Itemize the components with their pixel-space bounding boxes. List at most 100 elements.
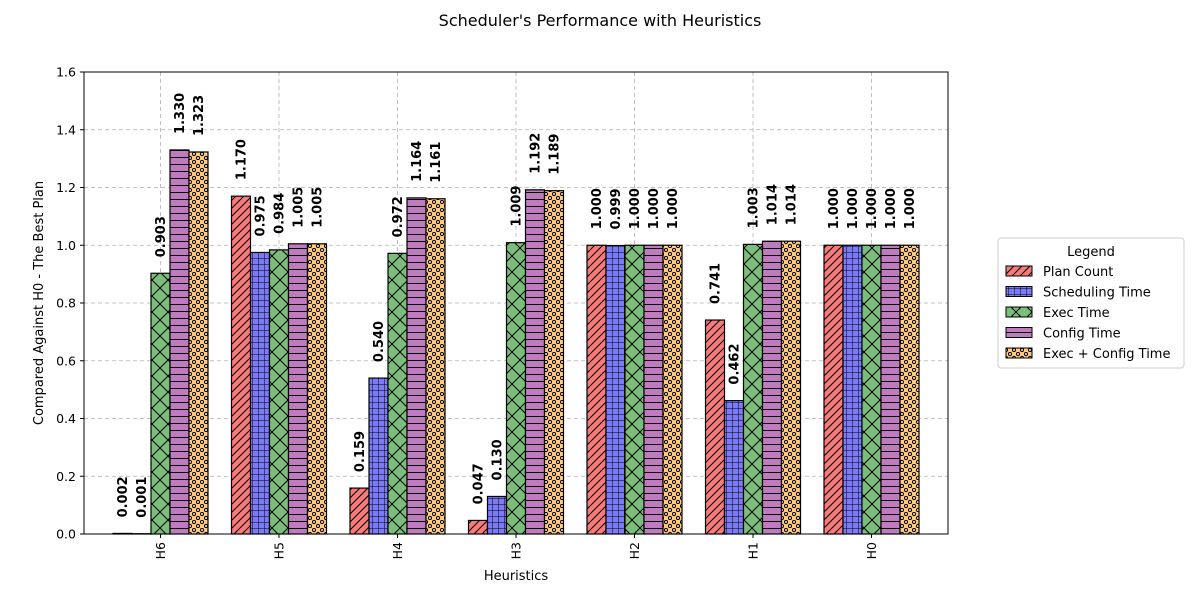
legend-swatch <box>1005 347 1033 359</box>
data-label: 0.047 <box>472 463 487 504</box>
legend-swatch <box>1005 286 1033 297</box>
data-label: 1.189 <box>548 134 563 175</box>
bar <box>406 197 427 535</box>
data-label: 0.540 <box>372 321 387 362</box>
bar <box>524 189 546 535</box>
bar <box>880 244 901 535</box>
data-label: 1.000 <box>827 188 842 229</box>
data-label: 1.000 <box>846 188 861 229</box>
data-label: 1.005 <box>311 187 326 228</box>
legend-title: Legend <box>1067 245 1115 260</box>
x-tick-label: H6 <box>153 542 168 559</box>
data-label: 1.164 <box>410 141 425 182</box>
y-tick-label: 0.4 <box>56 411 76 426</box>
data-label: 0.159 <box>353 431 368 472</box>
bar <box>861 244 882 535</box>
bar <box>543 190 565 535</box>
bar <box>169 149 190 535</box>
x-tick-label: H0 <box>864 542 879 559</box>
legend-box <box>997 237 1185 369</box>
x-tick-label: H3 <box>509 542 524 559</box>
bar <box>230 195 252 535</box>
x-tick-label: H1 <box>746 542 761 559</box>
legend-label: Exec + Config Time <box>1043 347 1170 362</box>
y-axis-label: Compared Against H0 - The Best Plan <box>32 181 47 425</box>
legend-label: Scheduling Time <box>1043 286 1151 301</box>
bar <box>643 244 664 535</box>
data-label: 0.999 <box>609 188 624 229</box>
y-tick-label: 1.0 <box>56 238 76 253</box>
legend-label: Plan Count <box>1043 265 1113 280</box>
bar <box>268 249 290 535</box>
bar <box>368 377 389 535</box>
data-label: 0.001 <box>135 477 150 518</box>
data-label: 1.192 <box>529 133 544 174</box>
y-tick-label: 1.4 <box>56 122 76 137</box>
data-label: 0.462 <box>728 343 743 384</box>
bar <box>586 244 607 535</box>
bar <box>287 243 309 535</box>
legend-swatch <box>1005 306 1033 318</box>
bar <box>188 151 209 535</box>
data-label: 0.903 <box>154 216 169 257</box>
data-label: 0.741 <box>709 263 724 304</box>
data-label: 1.009 <box>510 186 525 227</box>
data-labels: 0.002 1.170 0.159 0.047 1.000 0.741 1.000 0.001… <box>116 93 918 518</box>
y-tick-label: 0.2 <box>56 469 76 484</box>
data-label: 1.161 <box>429 142 444 183</box>
legend-swatch <box>1005 265 1033 277</box>
y-tick-label: 1.2 <box>56 180 76 195</box>
data-label: 1.005 <box>292 187 307 228</box>
bar <box>249 251 271 535</box>
x-axis: H6 H5 H4 H3 H2 H1 H0 <box>153 534 879 559</box>
x-tick-label: H2 <box>627 542 642 559</box>
bar <box>349 487 370 535</box>
bar <box>761 240 783 535</box>
bar <box>605 244 626 535</box>
bars <box>112 149 920 535</box>
bar <box>306 243 328 535</box>
bar <box>486 495 508 535</box>
bar <box>662 244 683 535</box>
chart-title: Scheduler's Performance with Heuristics <box>439 11 762 30</box>
x-tick-label: H5 <box>272 542 287 559</box>
data-label: 1.003 <box>747 187 762 228</box>
data-label: 1.000 <box>647 188 662 229</box>
legend: Legend Plan Count Scheduling Time Exec Tim… <box>997 237 1185 369</box>
x-tick-label: H4 <box>390 542 405 559</box>
bar <box>780 240 802 535</box>
y-tick-label: 1.6 <box>56 65 76 80</box>
legend-label: Exec Time <box>1043 306 1110 321</box>
bar <box>742 243 764 535</box>
legend-swatch <box>1005 327 1033 338</box>
data-label: 1.170 <box>235 139 250 180</box>
bar <box>723 399 745 535</box>
data-label: 1.000 <box>865 188 880 229</box>
data-label: 1.014 <box>785 184 800 225</box>
bar <box>842 244 863 535</box>
x-axis-label: Heuristics <box>484 569 549 584</box>
data-label: 1.000 <box>884 188 899 229</box>
data-label: 0.975 <box>254 195 269 236</box>
data-label: 1.000 <box>628 188 643 229</box>
data-label: 0.984 <box>273 193 288 234</box>
bar <box>899 244 920 535</box>
bar <box>704 319 726 535</box>
bar <box>150 272 171 535</box>
bar <box>467 519 489 535</box>
data-label: 0.130 <box>491 439 506 480</box>
bar <box>823 244 844 535</box>
data-label: 1.323 <box>192 95 207 136</box>
legend-label: Config Time <box>1043 327 1121 342</box>
data-label: 1.000 <box>666 188 681 229</box>
y-tick-label: 0.8 <box>56 296 76 311</box>
data-label: 1.000 <box>590 188 605 229</box>
data-label: 0.002 <box>116 476 131 517</box>
y-tick-label: 0.0 <box>56 527 76 542</box>
y-axis: 0.0 0.2 0.4 0.6 0.8 1.0 1.2 1.4 1.6 <box>56 65 84 542</box>
data-label: 0.972 <box>391 196 406 237</box>
data-label: 1.000 <box>903 188 918 229</box>
y-tick-label: 0.6 <box>56 353 76 368</box>
data-label: 1.014 <box>766 184 781 225</box>
